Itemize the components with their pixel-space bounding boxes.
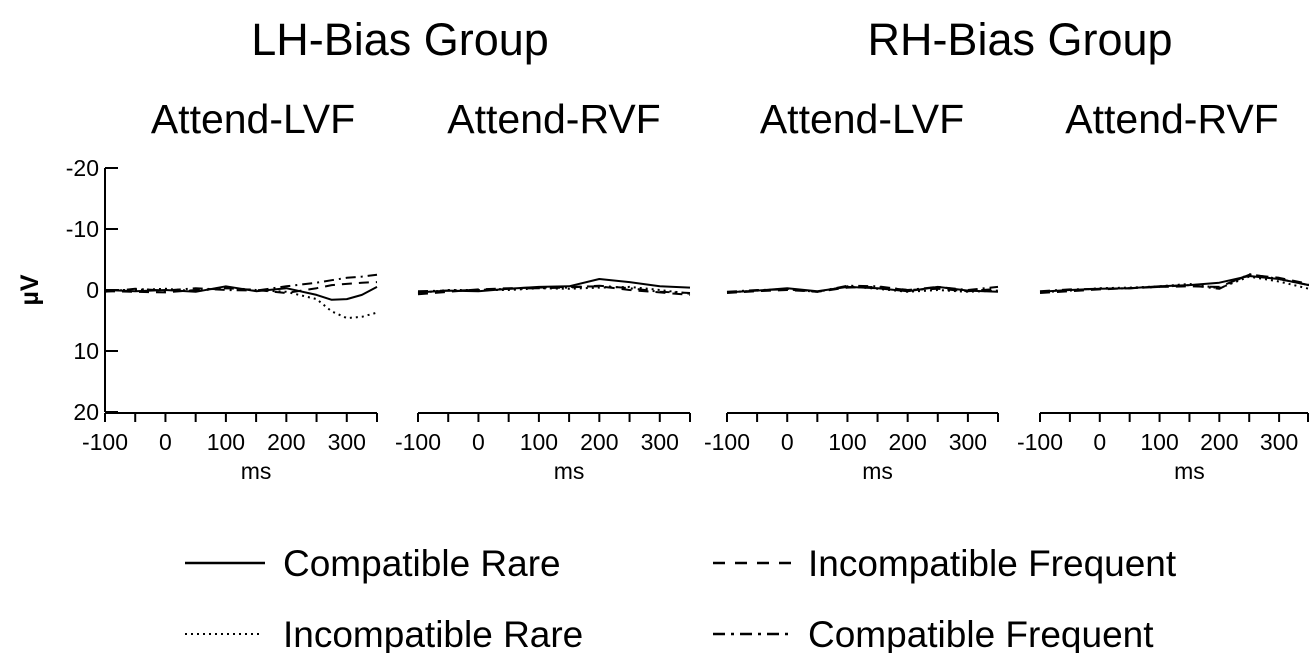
- x-tick-label: 300: [641, 429, 679, 455]
- x-tick-label: 0: [1093, 429, 1106, 455]
- x-axis-label: ms: [241, 458, 272, 484]
- x-tick-label: -100: [1017, 429, 1063, 455]
- x-tick-label: 100: [828, 429, 866, 455]
- y-tick-label: -10: [66, 216, 99, 242]
- panel-title-lh-attend-lvf: Attend-LVF: [151, 96, 355, 142]
- x-tick-label: -100: [395, 429, 441, 455]
- y-tick-label: 20: [73, 399, 99, 425]
- legend: Compatible Rare Incompatible Frequent In…: [185, 543, 1177, 653]
- panel-0: -100 0 100 200 300 ms: [82, 275, 377, 484]
- x-tick-label: 200: [580, 429, 618, 455]
- x-axis-label: ms: [1174, 458, 1205, 484]
- panel-3: -100 0 100 200 300 ms: [1017, 274, 1309, 484]
- y-tick-label: -20: [66, 155, 99, 181]
- x-tick-label: 300: [1260, 429, 1298, 455]
- x-axis-label: ms: [862, 458, 893, 484]
- y-axis-label: µV: [16, 274, 44, 305]
- x-tick-label: -100: [704, 429, 750, 455]
- panel-2: -100 0 100 200 300 ms: [704, 286, 998, 484]
- panel-title-lh-attend-rvf: Attend-RVF: [447, 96, 660, 142]
- x-tick-label: 100: [520, 429, 558, 455]
- x-tick-label: 300: [328, 429, 366, 455]
- panel-title-rh-attend-rvf: Attend-RVF: [1065, 96, 1278, 142]
- x-tick-label: 100: [1140, 429, 1178, 455]
- panels: -100 0 100 200 300 ms -100 0 100 200 300 ms -100 0 100…: [82, 274, 1309, 484]
- x-tick-label: 200: [267, 429, 305, 455]
- y-tick-label: 0: [86, 277, 99, 303]
- series-line-incompatible-frequent: [105, 282, 377, 293]
- legend-label-compatible-rare: Compatible Rare: [283, 543, 561, 584]
- group-title-lh-bias: LH-Bias Group: [251, 14, 549, 65]
- panel-title-rh-attend-lvf: Attend-LVF: [760, 96, 964, 142]
- x-tick-label: 200: [1200, 429, 1238, 455]
- x-axis-label: ms: [554, 458, 585, 484]
- x-tick-label: 0: [781, 429, 794, 455]
- x-tick-label: 100: [207, 429, 245, 455]
- series-line-compatible-rare: [1040, 276, 1309, 292]
- x-tick-label: 300: [949, 429, 987, 455]
- x-tick-label: -100: [82, 429, 128, 455]
- group-title-rh-bias: RH-Bias Group: [867, 14, 1172, 65]
- y-tick-label: 10: [73, 338, 99, 364]
- x-tick-label: 0: [159, 429, 172, 455]
- legend-label-incompatible-rare: Incompatible Rare: [283, 614, 583, 653]
- panel-1: -100 0 100 200 300 ms: [395, 279, 690, 484]
- x-tick-label: 0: [472, 429, 485, 455]
- legend-label-compatible-frequent: Compatible Frequent: [808, 614, 1154, 653]
- x-tick-label: 200: [888, 429, 926, 455]
- legend-label-incompatible-frequent: Incompatible Frequent: [808, 543, 1177, 584]
